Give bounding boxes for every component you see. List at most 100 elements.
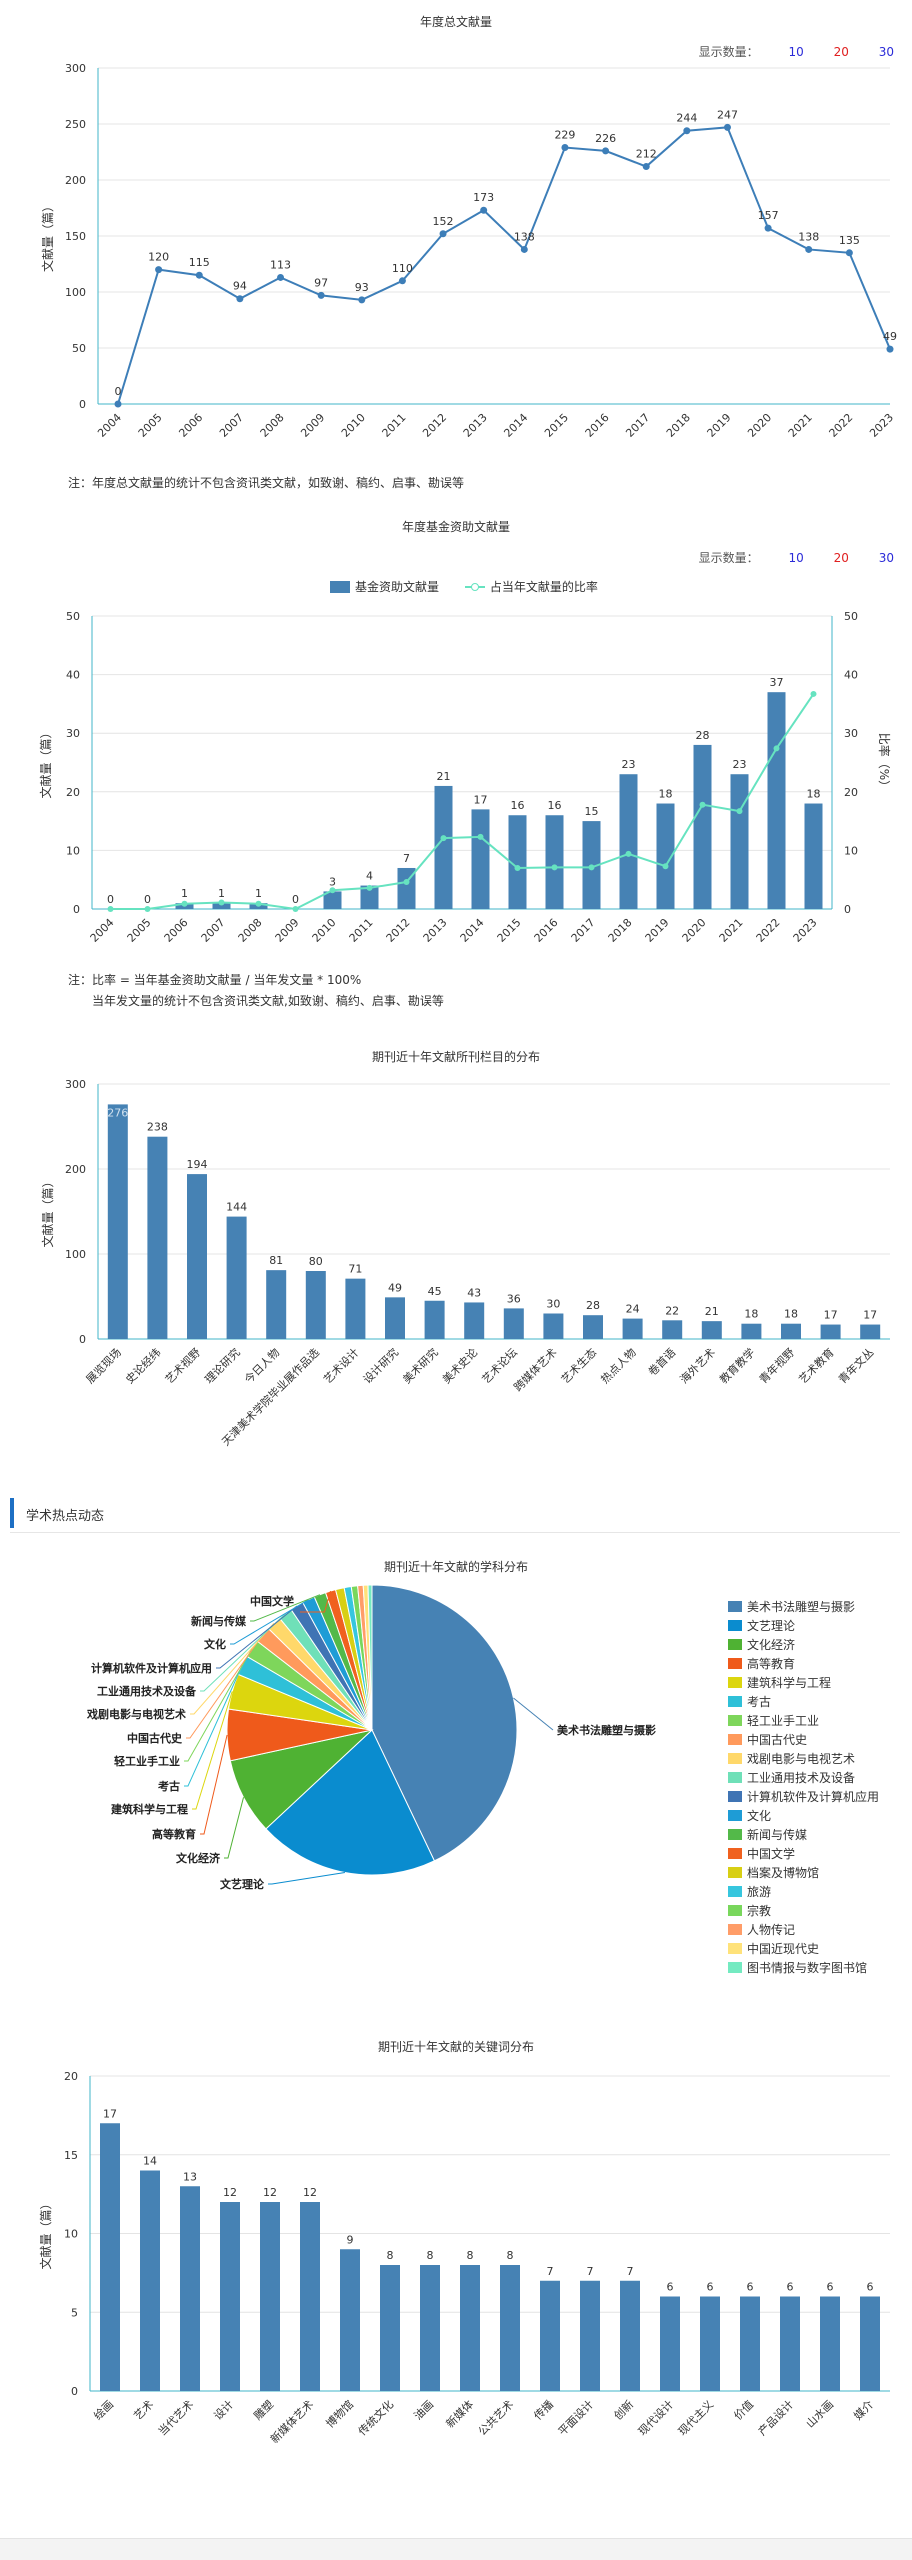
x-tick-label: 雕塑 [251,2397,276,2422]
count-option-30[interactable]: 30 [878,45,894,59]
data-label: 138 [798,230,819,243]
count-option-20[interactable]: 20 [833,45,849,59]
x-tick-label: 美术史论 [439,1345,480,1386]
bar [147,1136,168,1339]
ratio-point [699,801,706,808]
legend-label-line[interactable]: 占当年文献量的比率 [489,580,598,594]
legend-item[interactable]: 图书情报与数字图书馆 [728,1959,879,1978]
leader-line [200,1734,228,1835]
pie-label: 考古 [158,1779,180,1793]
data-label: 6 [827,2281,834,2294]
leader-line [186,1634,264,1739]
bar [226,1216,247,1339]
leader-line [184,1648,253,1762]
legend-item[interactable]: 档案及博物馆 [728,1864,879,1883]
legend-swatch [728,1677,742,1688]
x-tick-label: 2008 [258,411,287,440]
data-point [317,291,325,299]
x-tick-label: 2017 [623,411,652,440]
data-label: 212 [636,148,657,161]
y-tick-label: 100 [65,286,86,299]
count-option-20[interactable]: 20 [833,551,849,565]
legend-item[interactable]: 中国古代史 [728,1731,879,1750]
leader-line [216,1605,298,1669]
pie-label: 轻工业手工业 [114,1754,180,1768]
data-label: 9 [347,2233,354,2246]
y-tick-label: 50 [66,610,80,623]
legend-item[interactable]: 高等教育 [728,1655,879,1674]
legend-label: 宗教 [747,1904,772,1918]
legend-item[interactable]: 中国文学 [728,1845,879,1864]
x-tick-label: 2015 [495,916,524,945]
legend-item[interactable]: 美术书法雕塑与摄影 [728,1598,879,1617]
x-tick-label: 2016 [583,411,612,440]
count-option-10[interactable]: 10 [788,45,804,59]
legend-item[interactable]: 建筑科学与工程 [728,1674,879,1693]
pie-label: 中国古代史 [127,1731,183,1745]
chart2-legend: 基金资助文献量 占当年文献量的比率 [330,578,598,595]
legend-item[interactable]: 宗教 [728,1902,879,1921]
legend-item[interactable]: 中国近现代史 [728,1940,879,1959]
legend-swatch [728,1601,742,1612]
x-tick-label: 公共艺术 [476,2398,516,2438]
data-label: 8 [467,2249,474,2262]
ratio-line [110,693,815,911]
x-tick-label: 青年视野 [756,1345,797,1386]
x-tick-label: 艺术论坛 [479,1345,520,1386]
data-label: 17 [103,2107,117,2120]
legend-item[interactable]: 文化 [728,1807,879,1826]
legend-swatch [728,1772,742,1783]
pie-label: 高等教育 [152,1827,196,1841]
data-point [398,277,406,285]
x-tick-label: 2005 [125,916,154,945]
legend-item[interactable]: 文艺理论 [728,1617,879,1636]
x-tick-label: 艺术生态 [558,1345,599,1386]
data-label: 24 [626,1303,640,1316]
ratio-point [218,899,225,906]
data-label: 45 [428,1285,442,1298]
data-label: 18 [659,788,673,801]
ratio-point [292,906,299,912]
leader-line [192,1691,233,1810]
data-label: 7 [547,2265,554,2278]
x-tick-label: 2022 [826,411,855,440]
legend-swatch [728,1620,742,1631]
x-tick-label: 2011 [380,411,409,440]
legend-item[interactable]: 人物传记 [728,1921,879,1940]
x-tick-label: 2015 [542,411,571,440]
legend-item[interactable]: 工业通用技术及设备 [728,1769,879,1788]
x-tick-label: 艺术设计 [321,1346,361,1386]
legend-item[interactable]: 新闻与传媒 [728,1826,879,1845]
x-tick-label: 2009 [273,916,302,945]
x-tick-label: 2016 [532,916,561,945]
legend-item[interactable]: 文化经济 [728,1636,879,1655]
legend-item[interactable]: 轻工业手工业 [728,1712,879,1731]
legend-item[interactable]: 旅游 [728,1883,879,1902]
bar [345,1278,366,1339]
x-tick-label: 2013 [421,916,450,945]
legend-item[interactable]: 戏剧电影与电视艺术 [728,1750,879,1769]
data-label: 80 [309,1255,323,1268]
data-label: 229 [554,129,575,142]
x-tick-label: 2011 [347,916,376,945]
legend-item[interactable]: 计算机软件及计算机应用 [728,1788,879,1807]
x-tick-label: 史论经纬 [123,1345,164,1386]
bar [424,1300,445,1339]
data-point [845,249,853,257]
y-tick-label: 10 [64,2228,78,2241]
legend-label-bar[interactable]: 基金资助文献量 [355,580,440,594]
count-option-10[interactable]: 10 [788,551,804,565]
data-label: 17 [824,1309,838,1322]
x-tick-label: 山水画 [804,2398,837,2431]
bar [500,2265,520,2391]
legend-swatch-bar [330,581,350,593]
y-tick-label: 200 [65,174,86,187]
data-point [683,127,691,135]
pie-label: 工业通用技术及设备 [97,1684,197,1698]
section-title: 学术热点动态 [26,1509,105,1524]
legend-swatch [728,1810,742,1821]
x-tick-label: 教育教学 [717,1345,758,1386]
count-option-30[interactable]: 30 [878,551,894,565]
legend-item[interactable]: 考古 [728,1693,879,1712]
